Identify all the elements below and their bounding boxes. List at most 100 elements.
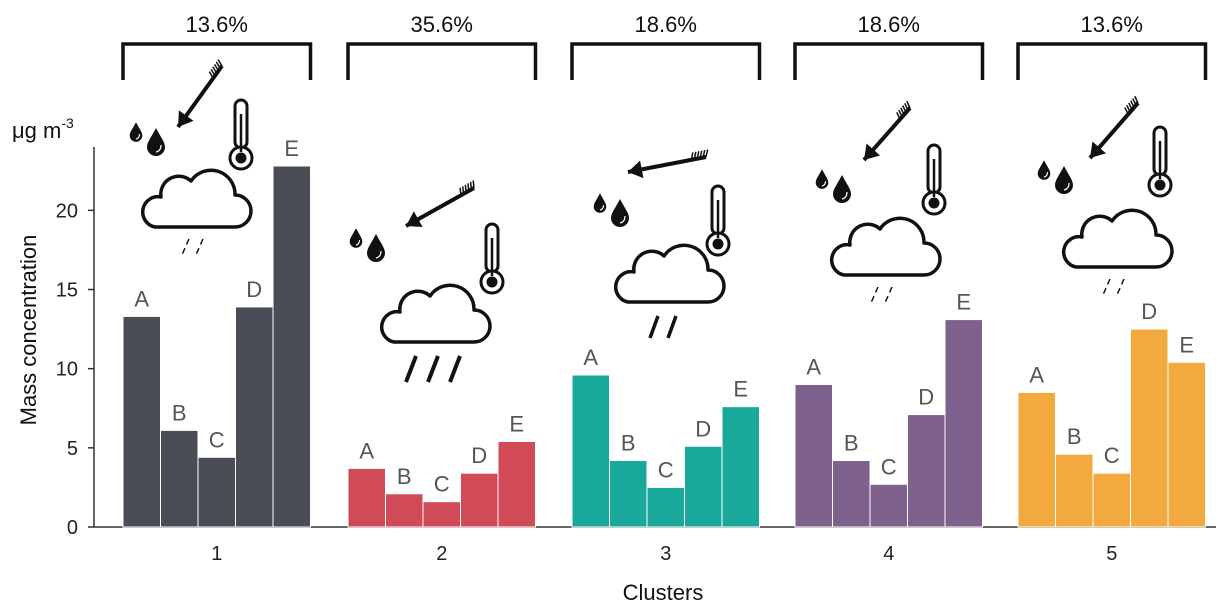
bar-1-A (122, 315, 161, 528)
thermometer-mercury (928, 197, 940, 209)
bar-5-B (1055, 453, 1094, 528)
rain-cloud-icon (1062, 208, 1174, 298)
bar-label: C (1104, 443, 1120, 468)
wind-feather (469, 181, 473, 190)
bar-3-C (646, 486, 685, 528)
bar-2-B (385, 493, 424, 528)
bar-2-D (460, 472, 499, 528)
wind-feather (1132, 98, 1137, 106)
cluster-group-5: 13.6% A BC DE 5 (1016, 12, 1208, 565)
wind-feather (702, 149, 706, 158)
bar-label: C (209, 427, 225, 452)
wind-feather (705, 149, 709, 158)
wind-arrow-icon (176, 59, 224, 129)
wind-feather (1130, 100, 1135, 108)
wind-arrowhead (864, 143, 881, 160)
cloud-icon (141, 168, 253, 229)
rain-cloud-icon (141, 168, 253, 258)
bar-4-E (944, 319, 983, 528)
x-tick-label: 5 (1106, 543, 1117, 565)
thermometer-icon (921, 143, 947, 216)
unit-exponent: -3 (61, 115, 74, 131)
raindrops-icon (1037, 160, 1073, 194)
thermometer-mercury (1154, 179, 1166, 191)
thermometer-icon (228, 98, 254, 171)
bar-4-C (869, 483, 908, 528)
bar-label: A (1029, 362, 1044, 387)
bar-5-D (1130, 328, 1169, 528)
y-tick-label: 5 (67, 438, 78, 460)
rain-cloud-icon (380, 283, 492, 383)
cloud-icon (614, 243, 726, 304)
cluster-percent: 13.6% (186, 12, 248, 37)
raindrop-shine (1043, 172, 1049, 178)
raindrops-icon (815, 169, 851, 203)
wind-feather (464, 184, 467, 193)
rain-streak (404, 355, 418, 383)
wind-arrow-icon (862, 100, 912, 162)
x-tick-label: 1 (211, 543, 222, 565)
thermometer-mercury (235, 152, 247, 164)
wind-feather (1134, 95, 1139, 104)
x-tick-label: 4 (883, 543, 894, 565)
rain-streaks (648, 315, 678, 339)
unit-base: μg m (12, 118, 61, 143)
bar-1-C (197, 456, 236, 528)
wind-feather (693, 151, 697, 160)
wind-feather (904, 103, 909, 111)
bar-label: D (695, 416, 711, 441)
wind-arrow-icon (1088, 95, 1140, 160)
rain-streaks (869, 286, 893, 306)
bar-label: B (397, 464, 412, 489)
bar-label: B (172, 400, 187, 425)
bar-label: E (1179, 332, 1194, 357)
cluster-percent: 18.6% (635, 12, 697, 37)
cluster-group-2: 35.6% AB CDE 2 (346, 12, 538, 565)
rain-streaks (180, 238, 204, 258)
bar-4-B (832, 460, 871, 528)
bar-3-D (684, 445, 723, 528)
wind-feather (217, 59, 223, 67)
bar-2-C (422, 501, 461, 528)
rain-streak (1115, 278, 1125, 298)
bar-label: E (284, 136, 299, 161)
bar-label: A (359, 438, 374, 463)
percent-bracket (793, 42, 985, 80)
bar-label: A (583, 345, 598, 370)
y-tick-label: 0 (67, 517, 78, 539)
raindrop-shine (1063, 182, 1070, 191)
rain-streak (869, 286, 879, 306)
wind-feather (898, 109, 903, 118)
thermometer-mercury (712, 238, 724, 250)
weather-icons (129, 59, 254, 258)
rain-streak (666, 315, 678, 339)
bar-5-A (1017, 391, 1056, 528)
bar-2-A (347, 467, 386, 528)
wind-feather (208, 71, 214, 79)
x-tick-label: 2 (436, 543, 447, 565)
wind-feather (900, 107, 905, 116)
rain-streak (883, 286, 893, 306)
bar-1-B (160, 429, 199, 528)
rain-streak (448, 355, 462, 383)
wind-arrow-icon (627, 149, 709, 179)
cloud-icon (830, 216, 942, 277)
wind-feather (213, 63, 220, 72)
bracket-line (1016, 42, 1208, 80)
bracket-line (346, 42, 538, 80)
weather-icons (593, 149, 731, 339)
wind-feather (1124, 107, 1129, 115)
rain-streak (180, 238, 190, 258)
cluster-percent: 35.6% (411, 12, 473, 37)
bar-1-E (272, 165, 311, 528)
rain-streak (1101, 278, 1111, 298)
bar-label: C (658, 457, 674, 482)
wind-feather (902, 105, 907, 113)
rain-cloud-icon (830, 216, 942, 306)
bar-label: E (509, 412, 524, 437)
wind-feather (906, 100, 911, 109)
bar-label: B (844, 431, 859, 456)
cloud-icon (1062, 208, 1174, 269)
bracket-line (793, 42, 985, 80)
